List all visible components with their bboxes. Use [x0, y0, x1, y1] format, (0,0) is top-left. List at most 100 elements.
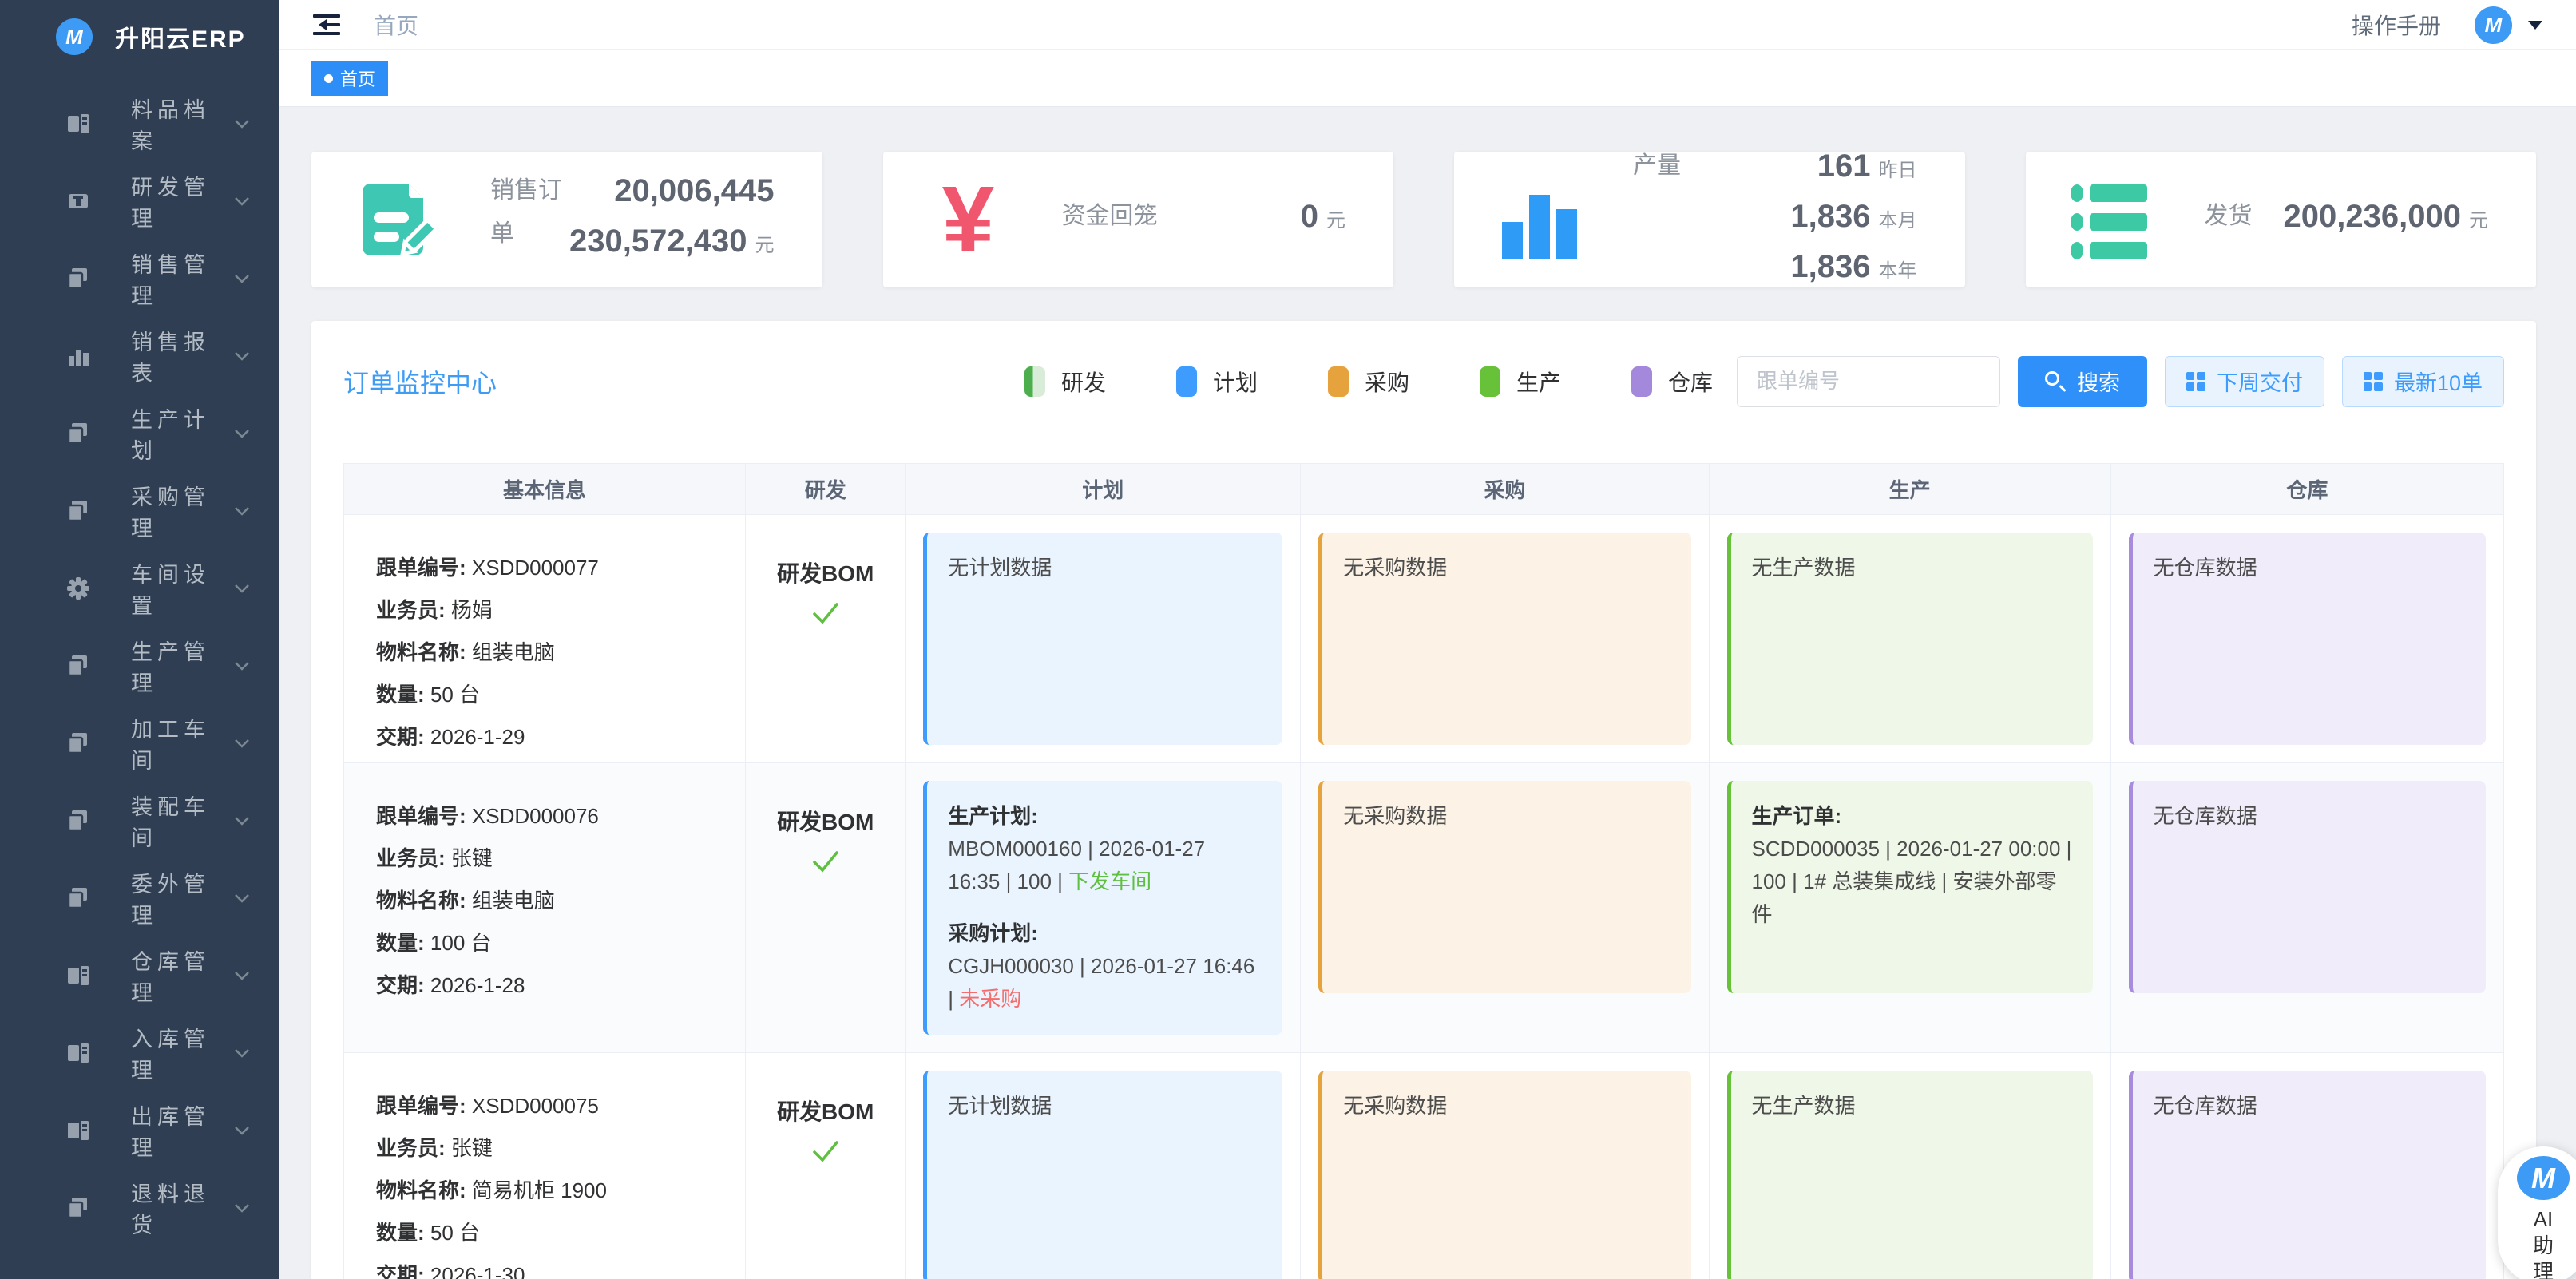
basic-info-line: 物料名称: 组装电脑 — [376, 640, 555, 664]
document-edit-icon — [353, 176, 441, 263]
production-panel: 无生产数据 — [1726, 533, 2093, 745]
rd-bom-label: 研发BOM — [777, 1099, 874, 1124]
legend-item-研发: 研发 — [1024, 366, 1106, 398]
app-logo: M 升阳云ERP — [0, 0, 279, 73]
search-icon — [2044, 370, 2067, 392]
sidebar-item-label: 销售报表 — [131, 330, 210, 386]
sidebar-item-label: 采购管理 — [131, 485, 210, 541]
sidebar-item-outsourcing-management[interactable]: 委外管理 — [0, 859, 279, 936]
breadcrumb: 首页 — [374, 14, 419, 38]
next-week-delivery-button[interactable]: 下周交付 — [2164, 355, 2324, 407]
search-button[interactable]: 搜索 — [2017, 355, 2147, 407]
check-icon — [746, 1139, 905, 1170]
sidebar-item-label: 销售管理 — [131, 252, 210, 308]
chevron-down-icon — [232, 1043, 252, 1063]
shipment-list-icon — [2067, 176, 2155, 263]
sidebar-item-label: 委外管理 — [131, 872, 210, 928]
sidebar-item-label: 出库管理 — [131, 1104, 210, 1160]
chevron-down-icon — [232, 655, 252, 676]
caret-down-icon[interactable] — [2528, 21, 2542, 37]
manual-link[interactable]: 操作手册 — [2351, 14, 2441, 38]
basic-info-line: 业务员: 张键 — [376, 846, 493, 870]
sidebar-item-material-archive[interactable]: 料品档案 — [0, 85, 279, 162]
grid-icon — [2186, 371, 2205, 391]
legend-swatch — [1328, 366, 1349, 397]
legend-swatch — [1631, 366, 1653, 397]
plan-panel: 无计划数据 — [923, 533, 1283, 745]
legend-label: 生产 — [1516, 370, 1562, 395]
stat-card-body: 发货 200,236,000 元 — [2205, 195, 2489, 245]
topbar: 首页 操作手册 M — [279, 0, 2576, 50]
latest-10-orders-button[interactable]: 最新10单 — [2341, 355, 2504, 407]
sidebar-item-inbound-management[interactable]: 入库管理 — [0, 1014, 279, 1091]
purchase-cell: 无采购数据 — [1300, 514, 1710, 763]
stat-value: 0 — [1300, 198, 1318, 234]
order-table-wrap: 基本信息 研发 计划 采购 生产 仓库 跟单编号: XSDD000077 业务员: 杨娟 物料… — [311, 442, 2536, 1279]
sidebar-item-purchase-management[interactable]: 采购管理 — [0, 472, 279, 549]
stat-card-values: 161 昨日 1,836 本月 1,836 本年 — [1681, 145, 1917, 295]
stat-unit: 昨日 — [1878, 159, 1917, 181]
user-avatar[interactable]: M — [2475, 6, 2512, 44]
menu-fold-icon[interactable] — [313, 12, 340, 38]
panel-text: 采购计划: — [948, 921, 1038, 945]
legend-item-计划: 计划 — [1176, 366, 1258, 398]
legend-item-生产: 生产 — [1480, 366, 1561, 398]
ai-assistant-button[interactable]: M AI助理 — [2498, 1146, 2576, 1279]
sidebar: M 升阳云ERP 料品档案研发管理销售管理销售报表生产计划采购管理车间设置 生产管… — [0, 0, 279, 1279]
stat-card-label: 资金回笼 — [1061, 202, 1158, 229]
box-icon — [65, 1118, 91, 1143]
stat-card-1: ¥ 资金回笼 0 元 — [882, 152, 1393, 287]
basic-info-line: 物料名称: 组装电脑 — [376, 889, 555, 913]
rd-bom-cell: 研发BOM — [745, 762, 906, 1053]
tab-home[interactable]: 首页 — [311, 61, 389, 96]
column-header: 计划 — [905, 463, 1302, 515]
sidebar-item-production-plan[interactable]: 生产计划 — [0, 394, 279, 472]
stat-value: 161 — [1817, 148, 1871, 184]
sidebar-item-label: 料品档案 — [131, 97, 210, 153]
docs-icon — [65, 266, 91, 291]
stat-value-line: 161 昨日 — [1681, 145, 1917, 195]
sidebar-item-assembly-workshop[interactable]: 装配车间 — [0, 782, 279, 859]
tabbar: 首页 — [279, 50, 2576, 107]
legend-label: 采购 — [1365, 370, 1410, 395]
stat-card-values: 20,006,445 230,572,430 元 — [569, 169, 774, 270]
sidebar-item-rnd-management[interactable]: 研发管理 — [0, 162, 279, 240]
basic-info-line: 跟单编号: XSDD000075 — [376, 1094, 599, 1118]
chevron-down-icon — [232, 346, 252, 366]
stat-card-label: 产量 — [1633, 152, 1681, 179]
sidebar-item-outbound-management[interactable]: 出库管理 — [0, 1091, 279, 1169]
warehouse-cell: 无仓库数据 — [2110, 514, 2505, 763]
table-row: 跟单编号: XSDD000076 业务员: 张键 物料名称: 组装电脑 数量: 100… — [343, 762, 2505, 1053]
sidebar-item-processing-workshop[interactable]: 加工车间 — [0, 704, 279, 782]
column-header: 研发 — [745, 463, 906, 515]
basic-info-line: 跟单编号: XSDD000076 — [376, 804, 599, 828]
sidebar-item-warehouse-management[interactable]: 仓库管理 — [0, 936, 279, 1014]
stats-row: 销售订单 20,006,445 230,572,430 元 ¥ 资金回笼 0 元产量 161 昨日… — [311, 148, 2536, 287]
check-icon — [746, 849, 905, 881]
sidebar-item-production-management[interactable]: 生产管理 — [0, 627, 279, 704]
warehouse-panel: 无仓库数据 — [2128, 781, 2486, 993]
sidebar-item-workshop-settings[interactable]: 车间设置 — [0, 549, 279, 627]
legend-item-仓库: 仓库 — [1631, 366, 1713, 398]
plan-cell: 无计划数据 — [905, 514, 1302, 763]
sidebar-item-label: 加工车间 — [131, 717, 210, 773]
sidebar-item-label: 仓库管理 — [131, 949, 210, 1005]
sidebar-item-sales-reports[interactable]: 销售报表 — [0, 317, 279, 394]
panel-text: 下发车间 — [1068, 869, 1152, 893]
basic-info-line: 跟单编号: XSDD000077 — [376, 556, 599, 580]
ai-logo-icon: M — [2517, 1156, 2570, 1200]
panel-text: MBOM000160 | 2026-01-27 16:35 | 100 | — [948, 837, 1206, 893]
stat-unit: 元 — [755, 235, 775, 256]
legend-label: 仓库 — [1668, 370, 1714, 395]
order-number-input[interactable] — [1736, 355, 2000, 407]
sidebar-item-return-refund[interactable]: 退料退货 — [0, 1169, 279, 1246]
ai-assistant-label: AI助理 — [2532, 1207, 2554, 1279]
order-table-body: 跟单编号: XSDD000077 业务员: 杨娟 物料名称: 组装电脑 数量: 50 … — [343, 514, 2505, 1279]
stat-value-line: 20,006,445 — [569, 169, 774, 220]
sidebar-item-sales-management[interactable]: 销售管理 — [0, 240, 279, 317]
docs-icon — [65, 498, 91, 524]
panel-text: 生产订单: — [1751, 804, 1842, 828]
column-header: 采购 — [1300, 463, 1710, 515]
stat-card-body: 资金回笼 0 元 — [1062, 195, 1346, 245]
